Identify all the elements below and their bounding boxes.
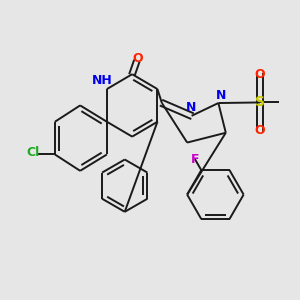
Text: O: O — [255, 68, 265, 81]
Text: NH: NH — [92, 74, 113, 87]
Text: N: N — [186, 101, 196, 114]
Text: O: O — [255, 124, 265, 137]
Text: Cl: Cl — [26, 146, 39, 160]
Text: O: O — [133, 52, 143, 65]
Text: F: F — [191, 153, 199, 166]
Text: N: N — [216, 88, 226, 101]
Text: S: S — [255, 95, 265, 110]
